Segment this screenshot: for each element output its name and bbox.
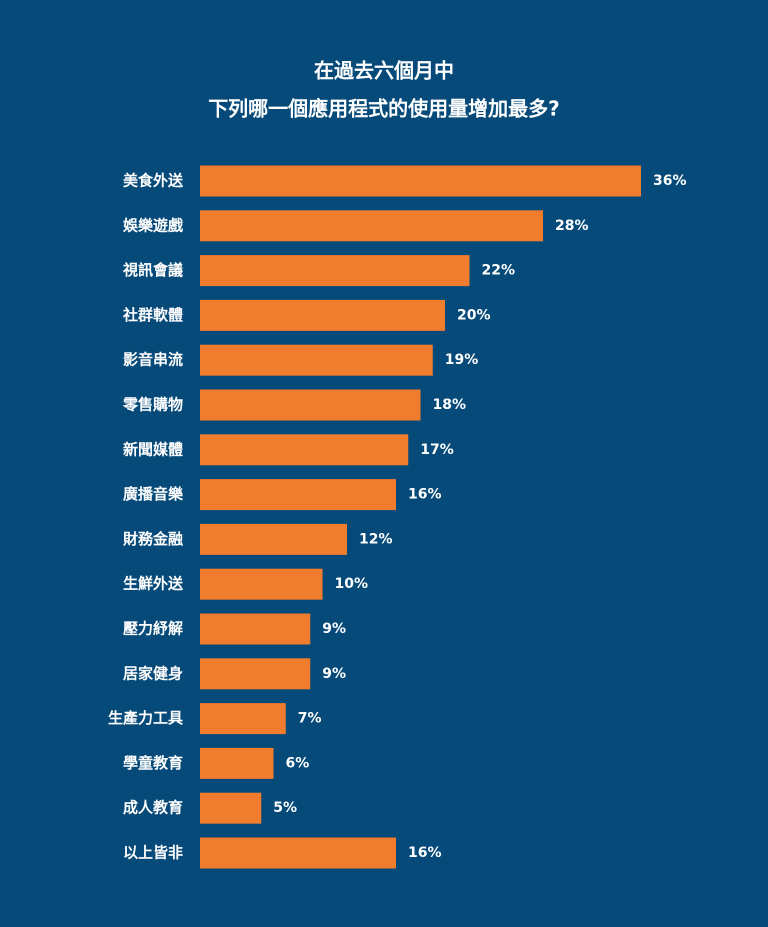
bar (200, 434, 409, 466)
bar (200, 389, 421, 421)
category-label: 生鮮外送 (123, 575, 184, 593)
category-label: 財務金融 (122, 530, 183, 548)
category-label: 影音串流 (123, 351, 183, 369)
category-label: 新聞媒體 (123, 440, 183, 458)
category-label: 零售購物 (122, 396, 183, 414)
bar (200, 479, 396, 511)
chart-title: 在過去六個月中 (314, 59, 454, 83)
chart-subtitle: 下列哪一個應用程式的使用量增加最多? (208, 97, 560, 121)
bar (200, 613, 311, 645)
bar (200, 299, 445, 331)
bar (200, 568, 323, 600)
category-label: 廣播音樂 (123, 485, 184, 503)
category-label: 美食外送 (123, 172, 184, 190)
bar (200, 523, 347, 555)
category-label: 生產力工具 (108, 709, 183, 727)
category-label: 社群軟體 (122, 306, 183, 324)
category-label: 娛樂遊戲 (122, 216, 184, 234)
bar (200, 344, 433, 376)
category-label: 視訊會議 (122, 261, 183, 279)
value-label: 20% (457, 307, 491, 323)
value-label: 9% (322, 621, 346, 637)
category-label: 壓力紓解 (123, 620, 183, 638)
bar (200, 747, 274, 779)
bar (200, 255, 470, 287)
value-label: 36% (653, 173, 687, 189)
value-label: 16% (408, 487, 442, 503)
value-label: 5% (273, 800, 297, 816)
bar (200, 210, 543, 242)
category-label: 以上皆非 (123, 844, 183, 862)
value-label: 10% (335, 576, 369, 592)
value-label: 12% (359, 531, 393, 547)
category-label: 成人教育 (123, 799, 183, 817)
bar (200, 837, 396, 869)
bar (200, 165, 641, 197)
value-label: 19% (445, 352, 479, 368)
category-label: 居家健身 (123, 664, 183, 682)
value-label: 6% (286, 755, 310, 771)
value-label: 28% (555, 218, 589, 234)
bar (200, 792, 262, 824)
value-label: 22% (482, 263, 516, 279)
bar (200, 703, 286, 735)
value-label: 18% (433, 397, 467, 413)
value-label: 9% (322, 666, 346, 682)
value-label: 7% (298, 711, 322, 727)
value-label: 17% (420, 442, 454, 458)
category-label: 學童教育 (123, 754, 183, 772)
value-label: 16% (408, 845, 442, 861)
bar (200, 658, 311, 690)
